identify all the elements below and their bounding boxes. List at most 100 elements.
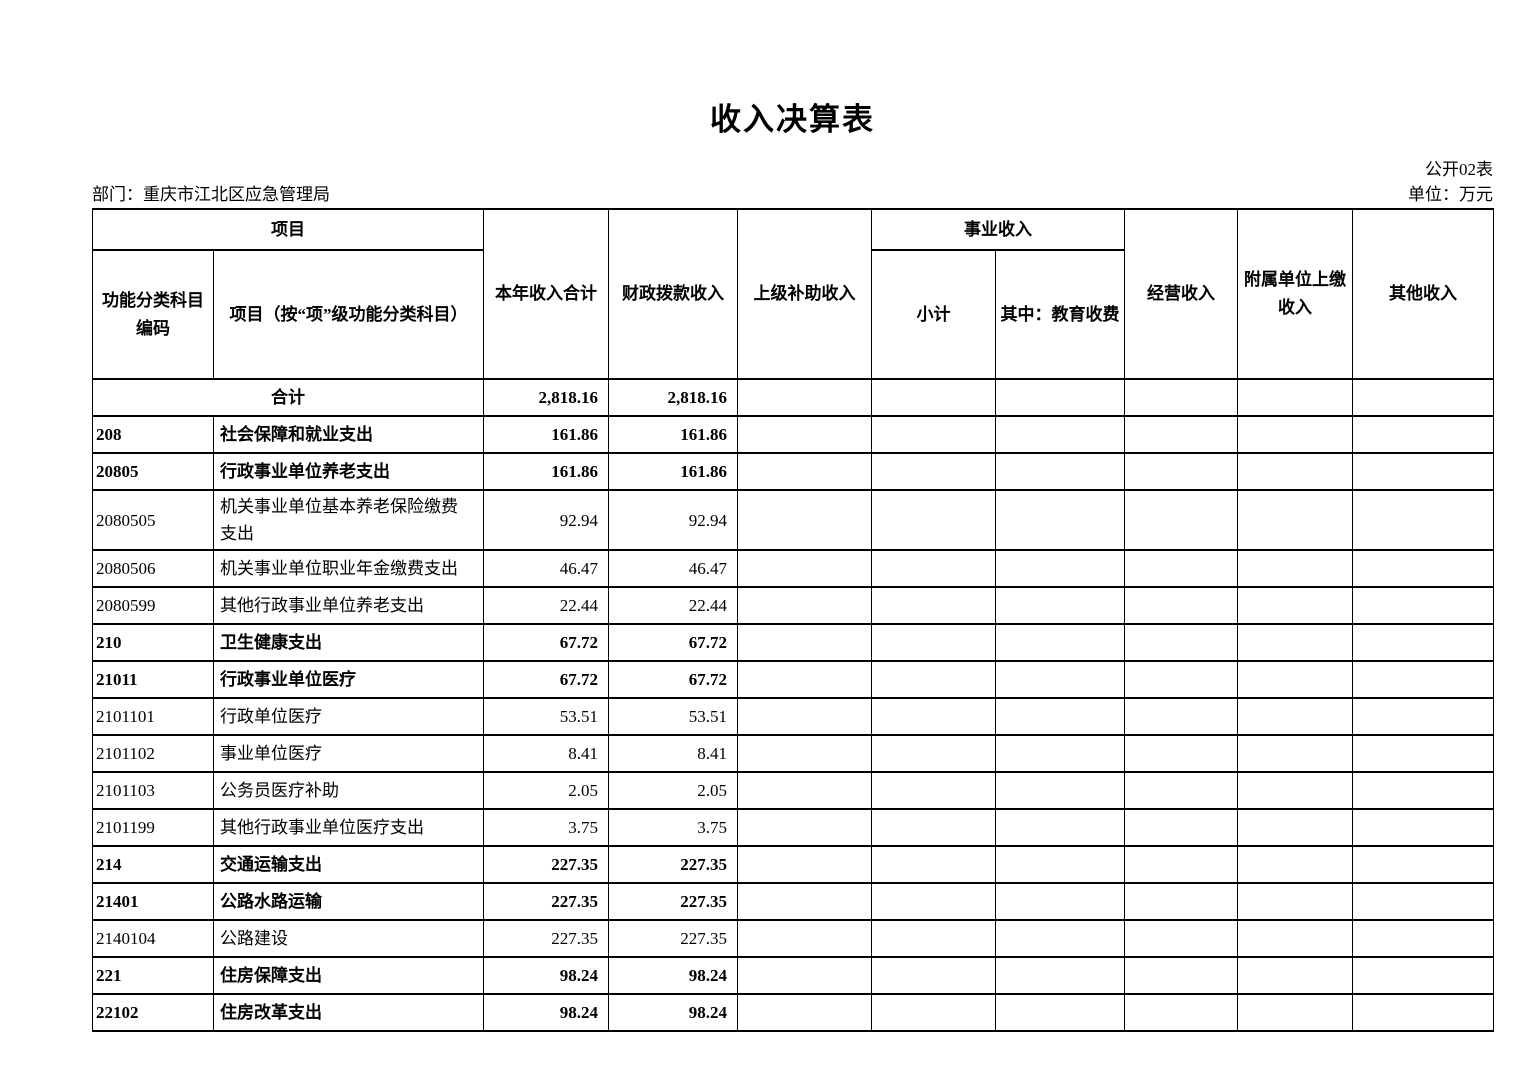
table-row: 2080505 机关事业单位基本养老保险缴费支出 92.94 92.94 <box>92 489 1494 551</box>
cell-name: 交通运输支出 <box>213 845 484 884</box>
cell-affiliated-income <box>1237 586 1353 625</box>
cell-code: 221 <box>92 956 214 995</box>
cell-subtotal <box>871 882 996 921</box>
cell-superior-subsidy <box>737 378 872 417</box>
cell-name: 行政事业单位养老支出 <box>213 452 484 491</box>
cell-subtotal <box>871 378 996 417</box>
cell-superior-subsidy <box>737 956 872 995</box>
table-row: 2080506 机关事业单位职业年金缴费支出 46.47 46.47 <box>92 549 1494 588</box>
cell-affiliated-income <box>1237 808 1353 847</box>
cell-other-income <box>1352 882 1494 921</box>
cell-affiliated-income <box>1237 845 1353 884</box>
cell-total-income: 2.05 <box>483 771 609 810</box>
table-row: 221 住房保障支出 98.24 98.24 <box>92 956 1494 995</box>
cell-operating-income <box>1124 993 1238 1032</box>
cell-fiscal-income: 2.05 <box>608 771 738 810</box>
cell-total-income: 67.72 <box>483 623 609 662</box>
cell-fiscal-income: 227.35 <box>608 882 738 921</box>
cell-other-income <box>1352 452 1494 491</box>
cell-superior-subsidy <box>737 623 872 662</box>
cell-affiliated-income <box>1237 549 1353 588</box>
cell-affiliated-income <box>1237 415 1353 454</box>
cell-fiscal-income: 67.72 <box>608 623 738 662</box>
cell-superior-subsidy <box>737 845 872 884</box>
cell-total-income: 8.41 <box>483 734 609 773</box>
cell-affiliated-income <box>1237 623 1353 662</box>
cell-education-fee <box>995 734 1125 773</box>
cell-subtotal <box>871 660 996 699</box>
cell-total-income: 2,818.16 <box>483 378 609 417</box>
cell-fiscal-income: 227.35 <box>608 845 738 884</box>
cell-operating-income <box>1124 378 1238 417</box>
cell-other-income <box>1352 549 1494 588</box>
cell-name: 其他行政事业单位医疗支出 <box>213 808 484 847</box>
cell-education-fee <box>995 415 1125 454</box>
cell-superior-subsidy <box>737 549 872 588</box>
cell-education-fee <box>995 993 1125 1032</box>
cell-subtotal <box>871 808 996 847</box>
cell-education-fee <box>995 623 1125 662</box>
cell-other-income <box>1352 845 1494 884</box>
table-code-label: 公开02表 <box>1425 160 1493 179</box>
cell-superior-subsidy <box>737 882 872 921</box>
cell-operating-income <box>1124 660 1238 699</box>
cell-name: 社会保障和就业支出 <box>213 415 484 454</box>
cell-name: 卫生健康支出 <box>213 623 484 662</box>
cell-operating-income <box>1124 808 1238 847</box>
table-header-superior-subsidy: 上级补助收入 <box>737 208 872 380</box>
unit-label: 单位：万元 <box>1408 185 1493 204</box>
cell-code: 21011 <box>92 660 214 699</box>
table-row: 21011 行政事业单位医疗 67.72 67.72 <box>92 660 1494 699</box>
cell-operating-income <box>1124 734 1238 773</box>
cell-subtotal <box>871 919 996 958</box>
cell-education-fee <box>995 882 1125 921</box>
cell-fiscal-income: 92.94 <box>608 489 738 551</box>
cell-other-income <box>1352 993 1494 1032</box>
table-header-education-fee: 其中：教育收费 <box>995 249 1125 380</box>
table-row: 合计 2,818.16 2,818.16 <box>92 378 1494 417</box>
table-row: 20805 行政事业单位养老支出 161.86 161.86 <box>92 452 1494 491</box>
cell-affiliated-income <box>1237 919 1353 958</box>
cell-other-income <box>1352 623 1494 662</box>
cell-education-fee <box>995 586 1125 625</box>
cell-affiliated-income <box>1237 771 1353 810</box>
cell-operating-income <box>1124 845 1238 884</box>
cell-affiliated-income <box>1237 378 1353 417</box>
table-header-subtotal: 小计 <box>871 249 996 380</box>
cell-name: 行政单位医疗 <box>213 697 484 736</box>
cell-operating-income <box>1124 489 1238 551</box>
cell-code: 2101103 <box>92 771 214 810</box>
cell-other-income <box>1352 734 1494 773</box>
cell-code: 2101101 <box>92 697 214 736</box>
cell-total-income: 3.75 <box>483 808 609 847</box>
cell-total-income: 46.47 <box>483 549 609 588</box>
cell-operating-income <box>1124 919 1238 958</box>
cell-code: 21401 <box>92 882 214 921</box>
cell-superior-subsidy <box>737 489 872 551</box>
cell-other-income <box>1352 919 1494 958</box>
cell-superior-subsidy <box>737 415 872 454</box>
cell-total-income: 227.35 <box>483 919 609 958</box>
cell-education-fee <box>995 489 1125 551</box>
cell-code: 2101102 <box>92 734 214 773</box>
cell-other-income <box>1352 378 1494 417</box>
cell-other-income <box>1352 697 1494 736</box>
cell-subtotal <box>871 489 996 551</box>
meta-row: 部门：重庆市江北区应急管理局 单位：万元 <box>92 182 1493 208</box>
table-header-total-income: 本年收入合计 <box>483 208 609 380</box>
cell-total-income: 227.35 <box>483 845 609 884</box>
cell-fiscal-income: 22.44 <box>608 586 738 625</box>
cell-subtotal <box>871 549 996 588</box>
table-row: 2101103 公务员医疗补助 2.05 2.05 <box>92 771 1494 810</box>
cell-code: 2080599 <box>92 586 214 625</box>
cell-superior-subsidy <box>737 452 872 491</box>
cell-operating-income <box>1124 452 1238 491</box>
cell-education-fee <box>995 660 1125 699</box>
cell-education-fee <box>995 697 1125 736</box>
cell-total-income: 53.51 <box>483 697 609 736</box>
cell-total-label: 合计 <box>92 378 484 417</box>
cell-education-fee <box>995 452 1125 491</box>
cell-total-income: 98.24 <box>483 993 609 1032</box>
cell-affiliated-income <box>1237 956 1353 995</box>
